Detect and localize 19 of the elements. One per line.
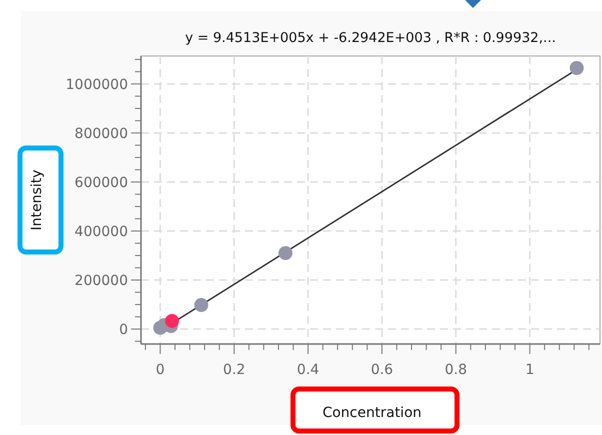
point bbox=[278, 246, 292, 260]
y-tick-label: 0 bbox=[119, 322, 128, 338]
x-tick-label: 1 bbox=[525, 362, 534, 378]
x-axis-title: Concentration bbox=[322, 405, 422, 421]
x-tick-label: 0.8 bbox=[444, 362, 467, 378]
point bbox=[194, 298, 208, 312]
point bbox=[570, 61, 584, 76]
y-tick-label: 400000 bbox=[74, 224, 128, 240]
y-tick-label: 1000000 bbox=[66, 76, 128, 93]
y-axis-title: Intensity bbox=[29, 170, 45, 230]
x-tick-label: 0.2 bbox=[223, 362, 246, 378]
y-tick-label: 200000 bbox=[74, 272, 128, 289]
y-tick-label: 800000 bbox=[74, 126, 128, 142]
chart-title: y = 9.4513E+005x + -6.2942E+003 , R*R : 0.99932,... bbox=[185, 30, 556, 46]
x-tick-label: 0 bbox=[156, 362, 165, 378]
y-tick-label: 600000 bbox=[74, 174, 128, 191]
point bbox=[165, 314, 180, 328]
x-tick-label: 0.6 bbox=[370, 362, 394, 378]
x-tick-label: 0.4 bbox=[296, 362, 320, 378]
